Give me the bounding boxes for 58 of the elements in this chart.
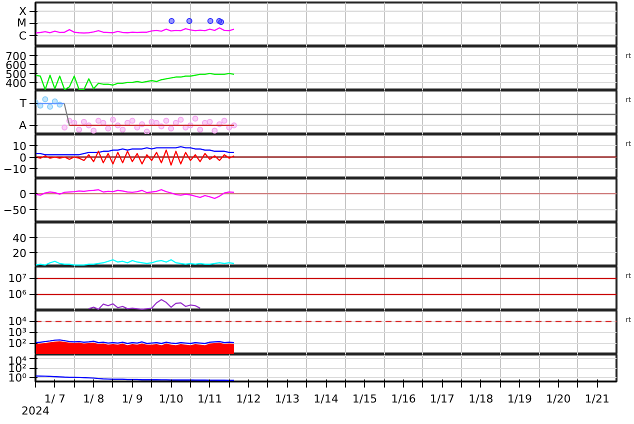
y-tick-label: 10² <box>8 337 27 350</box>
point <box>76 126 82 133</box>
x-tick-label: 1/17 <box>430 392 455 406</box>
point <box>178 116 184 123</box>
line-series <box>88 298 201 310</box>
x-tick-label: 1/10 <box>158 392 184 406</box>
line-series <box>36 150 235 166</box>
y-tick-label: 0 <box>20 152 26 165</box>
ref-line-label: A <box>18 118 27 132</box>
x-tick-label: 1/ 7 <box>44 392 66 406</box>
point <box>62 124 68 130</box>
point <box>110 116 116 123</box>
x-tick-label: 1/18 <box>468 392 494 406</box>
y-tick-label: 10⁴ <box>8 315 28 328</box>
point <box>80 118 87 125</box>
x-tick-label: 1/16 <box>391 392 416 406</box>
ref-line-label: T <box>18 97 27 110</box>
x-tick-label: 1/ 9 <box>122 392 143 406</box>
point <box>221 118 228 124</box>
x-tick-label: 1/14 <box>314 392 338 406</box>
line-series <box>36 146 235 156</box>
x-tick-label: 1/19 <box>507 392 532 406</box>
line-series <box>36 189 235 200</box>
point <box>197 126 204 133</box>
y-tick-label: 40 <box>12 232 27 245</box>
y-tick-label: 20 <box>12 246 27 260</box>
y-tick-label: −10 <box>3 163 27 176</box>
point <box>90 128 97 134</box>
y-tick-label: 0 <box>20 188 26 202</box>
line-series <box>36 72 235 90</box>
y-tick-label: 10⁶ <box>8 288 28 301</box>
point <box>206 118 213 125</box>
y-tick-label: 10⁰ <box>8 371 28 384</box>
point <box>148 118 155 125</box>
ref-line-label: M <box>17 16 27 30</box>
x-tick-label: 1/21 <box>584 392 610 406</box>
point <box>95 118 102 124</box>
point <box>168 126 174 132</box>
point <box>144 128 150 134</box>
x-tick-label: 1/20 <box>546 392 571 406</box>
y-tick-label: 10³ <box>8 326 27 339</box>
x-tick-label: 1/13 <box>274 392 300 406</box>
x-tick-label: 1/15 <box>352 392 378 406</box>
ref-line-label: C <box>18 29 27 42</box>
point <box>163 118 170 124</box>
point <box>120 126 126 133</box>
point <box>192 116 198 122</box>
y-tick-label: 10 <box>12 140 27 154</box>
y-tick-label: 10⁷ <box>8 272 27 285</box>
x-axis-title: 2024 <box>22 404 50 418</box>
x-tick-label: 1/12 <box>236 392 261 406</box>
y-tick-label: −50 <box>3 204 27 218</box>
point <box>129 118 136 124</box>
ref-line-label: X <box>18 4 27 18</box>
point <box>105 126 112 132</box>
x-tick-label: 1/ 8 <box>83 392 104 406</box>
x-tick-label: 1/11 <box>197 392 222 406</box>
point <box>212 128 218 134</box>
